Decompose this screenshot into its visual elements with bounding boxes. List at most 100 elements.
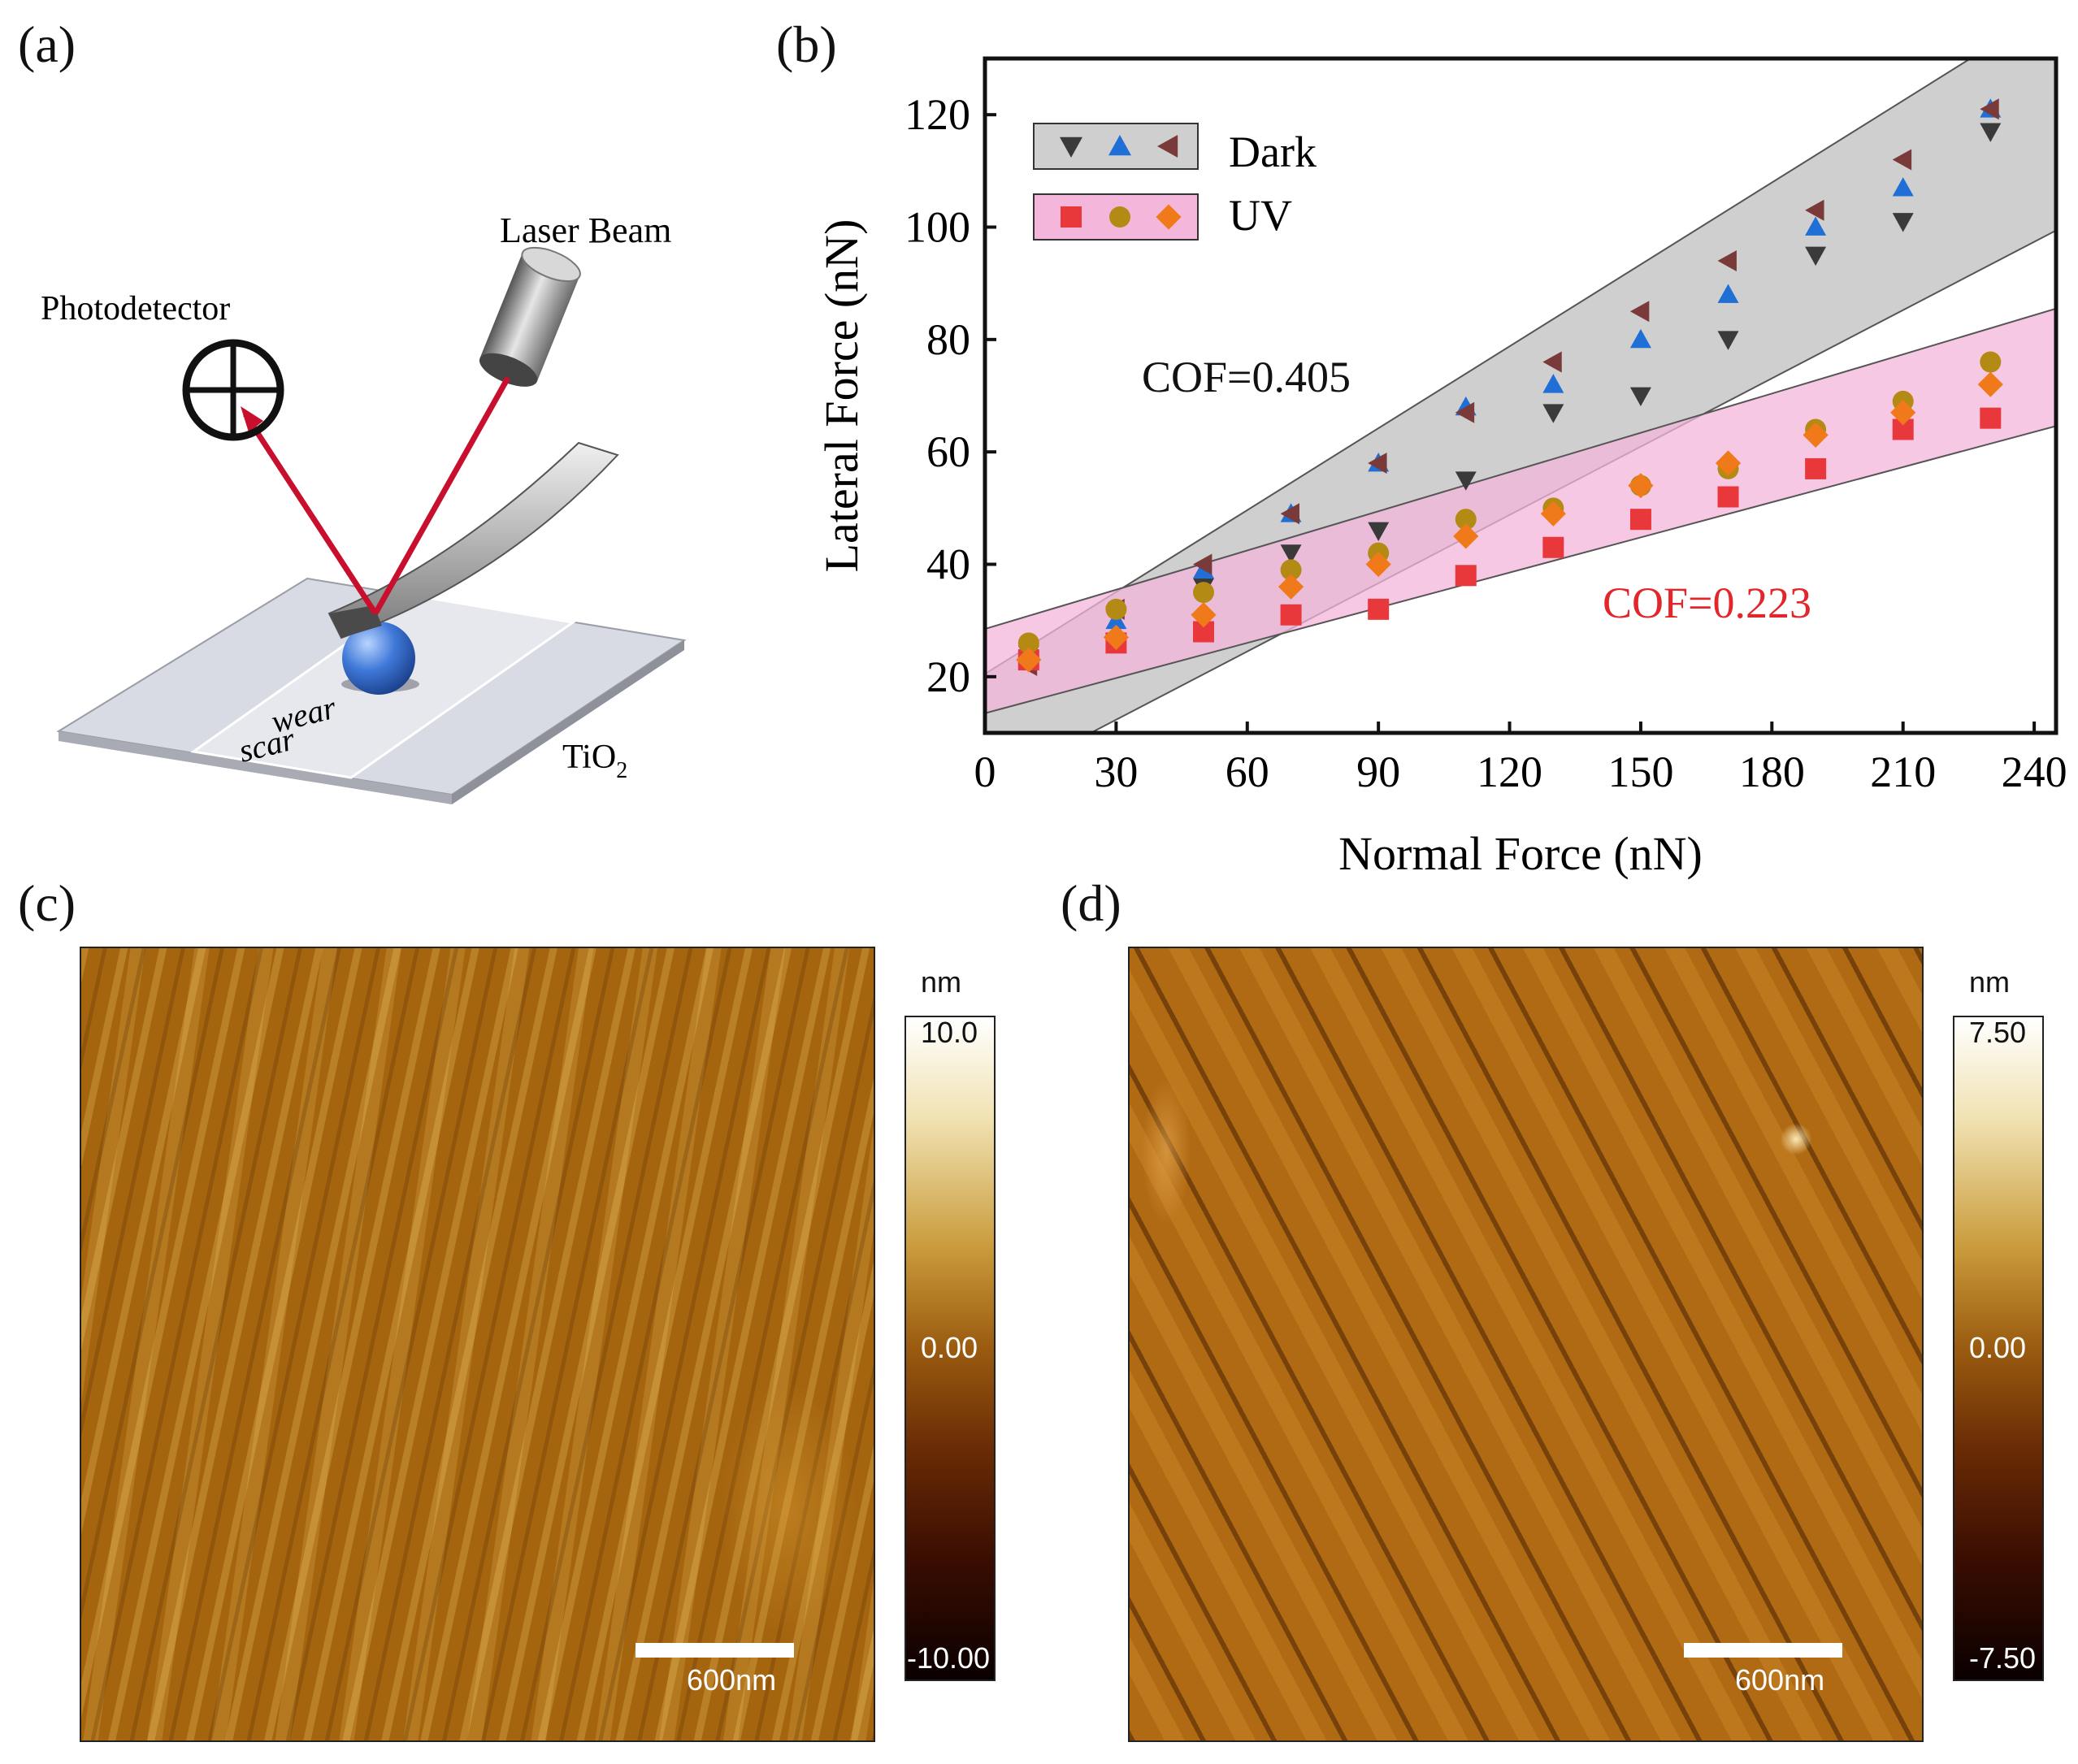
point-dark-2 [1892,177,1914,197]
point-uv-3 [1016,647,1042,673]
point-dark-1 [1455,471,1477,491]
cof-uv-annotation: COF=0.223 [1603,579,1811,627]
point-dark-3 [1280,503,1299,525]
afm-image-dark: 600nm [1128,947,1924,1742]
point-dark-1 [1717,331,1739,350]
point-uv-2 [1105,598,1127,620]
incident-beam [372,376,511,615]
scale-bar-label: 600nm [1735,1663,1825,1697]
point-uv-2 [1455,509,1477,531]
cantilever-tip [329,605,382,638]
y-tick-label: 60 [926,427,970,476]
point-uv-1 [1629,509,1651,531]
point-uv-3 [1715,450,1742,476]
colorbar-unit: nm [1969,965,2011,999]
point-uv-2 [1980,351,2002,373]
x-tick-label: 60 [1226,748,1269,796]
colorbar-min: -10.00 [907,1641,991,1675]
point-dark-1 [1980,123,2002,142]
point-uv-3 [1803,422,1829,449]
point-uv-3 [1278,574,1304,600]
legend-marker-uv-2 [1109,206,1130,228]
point-dark-1 [1542,404,1564,423]
afm-schematic: Photodetector Laser Beam wear scar TiO2 [41,210,687,804]
panel-a-label: (a) [18,15,76,73]
point-uv-3 [1628,473,1654,499]
point-dark-3 [1455,401,1475,423]
colorbar-mid: 0.00 [1969,1331,2027,1364]
colorbar-unit: nm [921,965,962,999]
x-tick-label: 0 [974,748,996,796]
y-tick-label: 40 [926,540,970,589]
point-uv-3 [1103,624,1129,651]
point-dark-2 [1629,328,1651,349]
point-dark-3 [1805,199,1824,221]
substrate-side [452,640,684,804]
point-dark-1 [1892,213,1914,232]
x-tick-label: 30 [1094,748,1138,796]
point-uv-2 [1017,632,1039,654]
y-tick-label: 20 [926,652,970,701]
legend-marker-dark-3 [1157,135,1178,158]
point-uv-3 [1977,371,2003,397]
cof-chart: 0 30 60 90 120 150 180 210 240 20 40 60 80 100 120 Dar… [815,56,2067,880]
x-axis-label: Normal Force (nN) [1338,827,1703,880]
colorbar-d [1953,1016,2044,1681]
band-uv [985,307,2056,714]
y-axis-label: Lateral Force (nN) [815,219,868,573]
x-tick-label: 150 [1607,748,1673,796]
colorbar-max: 7.50 [1969,1016,2027,1049]
point-uv-3 [1540,501,1566,527]
reflected-arrowhead [241,406,263,432]
legend: Dark UV [1033,123,1317,241]
point-uv-3 [1453,523,1479,549]
colorbar-mid: 0.00 [921,1331,978,1364]
plot-frame [983,56,2058,735]
point-dark-3 [1542,351,1562,373]
x-tick-label: 180 [1739,748,1805,796]
colorbar-min: -7.50 [1969,1641,2037,1675]
probe-ball [342,622,415,695]
point-uv-3 [1890,400,1916,426]
legend-marker-uv-3 [1156,204,1182,230]
x-tick-label: 240 [2002,748,2067,796]
panel-d-label: (d) [1061,874,1121,932]
cof-dark-annotation: COF=0.405 [1142,353,1351,401]
legend-marker-dark-2 [1108,135,1131,156]
point-uv-1 [1280,604,1302,626]
point-uv-1 [1542,536,1564,558]
panel-c-label: (c) [18,874,76,932]
colorbar-c [905,1016,996,1681]
x-tick-label: 210 [1870,748,1936,796]
afm-image-uv: 600nm [80,947,875,1742]
legend-marker-uv-1 [1061,206,1082,228]
substrate-front [59,731,452,804]
scale-bar [636,1643,794,1658]
point-uv-1 [1368,598,1390,620]
point-dark-3 [1368,453,1387,474]
reflected-beam [243,413,378,615]
point-dark-2 [1542,374,1564,393]
point-uv-1 [1717,486,1739,508]
legend-uv-label: UV [1229,191,1292,240]
point-dark-3 [1629,301,1650,323]
point-dark-3 [1192,553,1213,575]
y-tick-label: 100 [905,203,970,252]
colorbar-max: 10.0 [921,1016,978,1049]
point-dark-3 [1717,250,1737,271]
point-dark-1 [1805,246,1827,267]
panel-b-label: (b) [776,15,837,73]
legend-marker-dark-1 [1060,137,1082,158]
y-tick-label: 80 [926,315,970,364]
point-dark-2 [1717,284,1739,303]
photodetector-icon [182,339,284,441]
point-uv-1 [1455,565,1477,587]
legend-dark-label: Dark [1229,128,1317,176]
laser-source [479,246,581,387]
x-tick-label: 90 [1356,748,1400,796]
point-uv-1 [1980,407,2002,429]
point-uv-2 [1192,582,1214,604]
point-uv-3 [1365,551,1391,578]
x-tick-label: 120 [1477,748,1542,796]
point-dark-3 [1980,98,1999,120]
